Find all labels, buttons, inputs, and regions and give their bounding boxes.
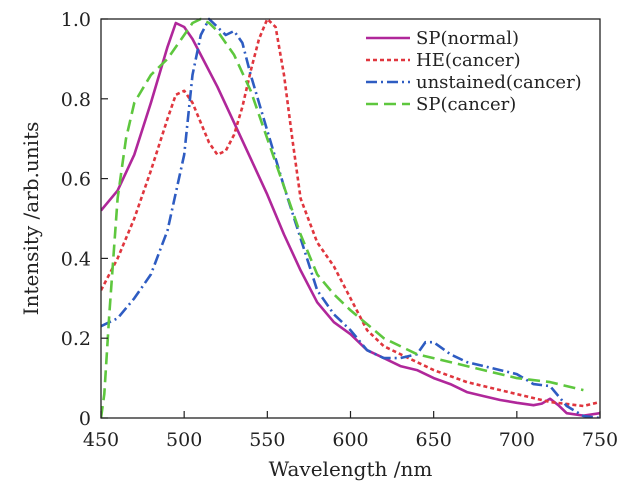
- x-tick-label: 550: [249, 429, 285, 451]
- legend-label-he-cancer: HE(cancer): [416, 50, 521, 71]
- legend-label-sp-normal: SP(normal): [416, 28, 519, 49]
- x-tick-label: 500: [166, 429, 202, 451]
- x-tick-label: 700: [499, 429, 535, 451]
- y-tick-label: 0.4: [61, 248, 91, 270]
- y-tick-label: 0.6: [61, 169, 91, 191]
- y-tick-label: 0.2: [61, 328, 91, 350]
- ticks-layer: 450 500 550 600 650 700 750 0 0.2 0.4 0.6 0.8 1.0: [61, 9, 618, 451]
- y-tick-label: 0.8: [61, 89, 91, 111]
- x-axis-title: Wavelength /nm: [269, 457, 433, 481]
- series-layer: [101, 17, 600, 418]
- series-line-he-cancer: [101, 17, 600, 408]
- legend-label-unstained-cancer: unstained(cancer): [416, 72, 582, 93]
- series-line-sp-cancer: [101, 17, 584, 418]
- y-tick-label: 1.0: [61, 9, 91, 31]
- x-tick-label: 600: [332, 429, 368, 451]
- legend: SP(normal)HE(cancer)unstained(cancer)SP(…: [366, 28, 582, 115]
- y-axis-title: Intensity /arb.units: [19, 122, 43, 316]
- x-tick-label: 450: [83, 429, 119, 451]
- x-tick-label: 650: [416, 429, 452, 451]
- legend-label-sp-cancer: SP(cancer): [416, 94, 516, 115]
- y-tick-label: 0: [79, 408, 91, 430]
- x-tick-label: 750: [582, 429, 618, 451]
- series-line-unstained-cancer: [101, 17, 600, 418]
- series-line-sp-normal: [101, 21, 600, 417]
